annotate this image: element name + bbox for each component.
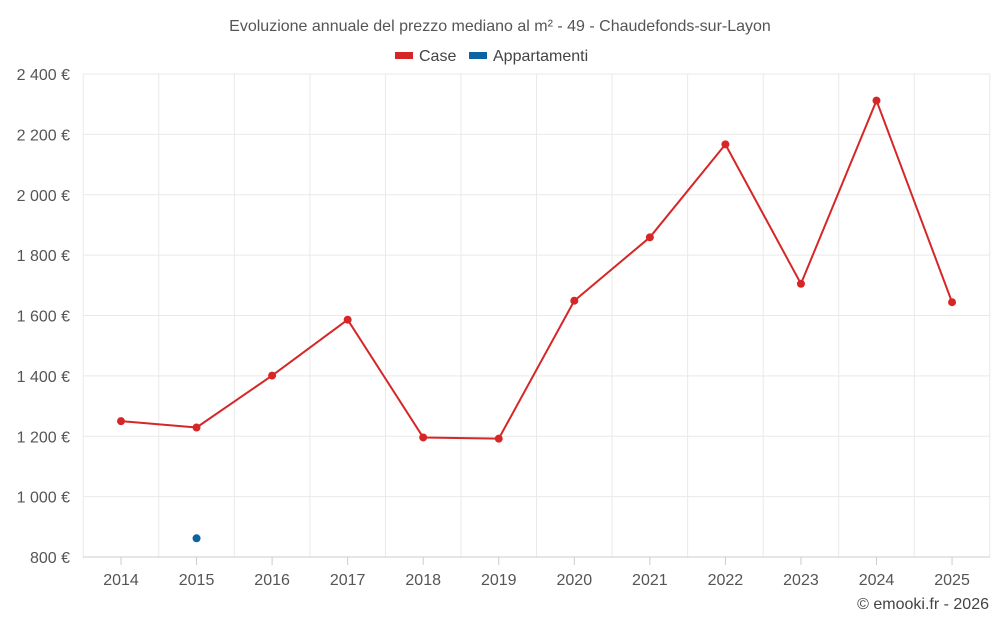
y-tick-label: 800 € — [30, 550, 70, 567]
data-point-case[interactable] — [268, 371, 277, 380]
x-tick-label: 2019 — [481, 572, 517, 589]
x-axis-labels: 2014 2015 2016 2017 2018 2019 2020 2021 2022 2023… — [103, 572, 970, 589]
x-tick-label: 2022 — [708, 572, 744, 589]
y-tick-label: 2 200 € — [17, 127, 70, 144]
legend: Case Appartamenti — [395, 48, 588, 65]
y-tick-label: 1 200 € — [17, 429, 70, 446]
legend-label-appartamenti[interactable]: Appartamenti — [493, 48, 588, 65]
data-point-case[interactable] — [343, 315, 352, 324]
data-point-case[interactable] — [117, 417, 125, 426]
y-tick-label: 2 400 € — [17, 67, 70, 84]
legend-label-case[interactable]: Case — [419, 48, 456, 65]
y-axis-labels: 800 € 1 000 € 1 200 € 1 400 € 1 600 € 1 800 €… — [17, 67, 70, 567]
x-tick-label: 2020 — [557, 572, 593, 589]
y-tick-label: 1 600 € — [17, 309, 70, 326]
data-point-case[interactable] — [872, 96, 881, 105]
x-tick-label: 2018 — [405, 572, 441, 589]
data-point-case[interactable] — [570, 296, 579, 305]
x-tick-label: 2017 — [330, 572, 366, 589]
series-lines — [120, 99, 953, 440]
data-point-case[interactable] — [419, 433, 428, 442]
y-tick-label: 1 400 € — [17, 369, 70, 386]
x-axis-ticks — [120, 557, 953, 565]
series-points — [117, 96, 957, 543]
legend-swatch-appartamenti — [469, 52, 487, 59]
y-tick-label: 1 800 € — [17, 248, 70, 265]
x-tick-label: 2015 — [179, 572, 215, 589]
legend-swatch-case — [395, 52, 413, 59]
data-point-case[interactable] — [645, 233, 654, 242]
series-line-case — [120, 99, 953, 440]
data-point-case[interactable] — [494, 434, 503, 443]
y-tick-label: 1 000 € — [17, 490, 70, 507]
x-tick-label: 2014 — [103, 572, 139, 589]
x-tick-label: 2025 — [934, 572, 970, 589]
data-point-case[interactable] — [721, 140, 730, 149]
chart-title: Evoluzione annuale del prezzo mediano al… — [229, 18, 771, 35]
x-tick-label: 2021 — [632, 572, 668, 589]
y-tick-label: 2 000 € — [17, 188, 70, 205]
data-point-appartamenti[interactable] — [192, 534, 201, 543]
data-point-case[interactable] — [796, 279, 805, 288]
x-tick-label: 2016 — [254, 572, 290, 589]
x-tick-label: 2024 — [859, 572, 895, 589]
data-point-case[interactable] — [948, 298, 957, 307]
x-tick-label: 2023 — [783, 572, 819, 589]
data-point-case[interactable] — [192, 423, 201, 432]
credit-text: © emooki.fr - 2026 — [857, 596, 989, 613]
